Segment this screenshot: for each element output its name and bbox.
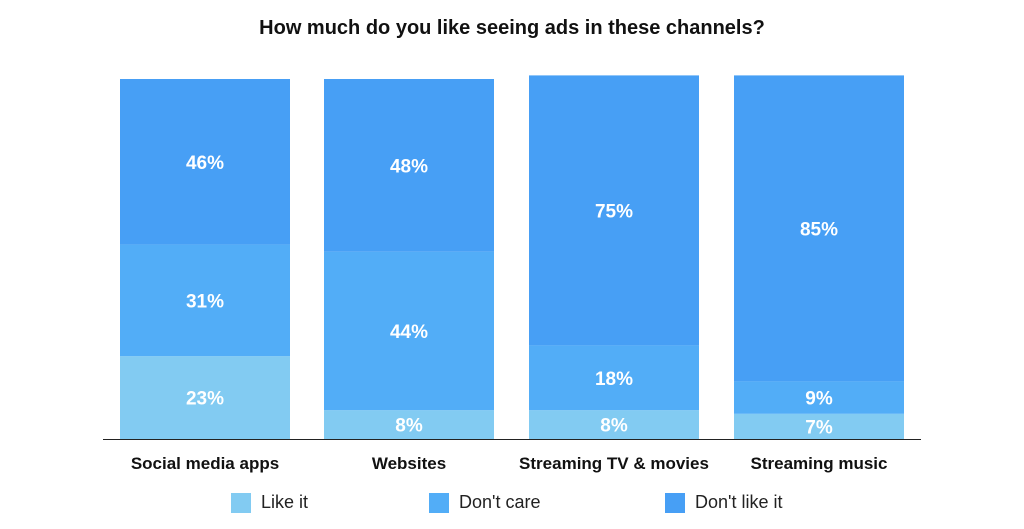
bar-websites-like-it	[324, 410, 494, 439]
bar-social-media-apps-don-t-care	[120, 244, 290, 357]
bar-social-media-apps-don-t-like-it	[120, 79, 290, 245]
legend: Like it Don't care Don't like it	[0, 492, 1024, 522]
stacked-bar-chart: 23% 31% 46% Social media apps 8% 44% 48% Websit…	[103, 75, 921, 473]
bar-streaming-tv-movies-don-t-like-it	[529, 75, 699, 346]
legend-label-dont-care: Don't care	[459, 492, 541, 512]
data-label-websites-like-it: 8%	[395, 416, 423, 437]
legend-item-like-it: Like it	[231, 492, 308, 513]
data-label-streaming-music-don-t-like-it: 85%	[800, 219, 838, 240]
bar-streaming-tv-movies-like-it	[529, 410, 699, 439]
legend-item-dont-care: Don't care	[429, 492, 540, 513]
legend-swatch-dont-care	[429, 492, 449, 513]
category-label-websites: Websites	[372, 454, 446, 473]
data-label-streaming-tv-movies-don-t-care: 18%	[595, 369, 633, 390]
bar-streaming-tv-movies-don-t-care	[529, 345, 699, 411]
data-label-social-media-apps-like-it: 23%	[186, 389, 224, 410]
bar-streaming-music-don-t-like-it	[734, 75, 904, 382]
bar-streaming-music-like-it	[734, 413, 904, 439]
data-label-streaming-music-don-t-care: 9%	[805, 389, 833, 410]
category-label-social-media-apps: Social media apps	[131, 454, 279, 473]
data-label-streaming-tv-movies-like-it: 8%	[600, 416, 628, 437]
bar-social-media-apps-like-it	[120, 356, 290, 439]
bar-streaming-music-don-t-care	[734, 381, 904, 414]
legend-label-dont-like-it: Don't like it	[695, 492, 783, 512]
data-label-social-media-apps-don-t-care: 31%	[186, 291, 224, 312]
legend-swatch-like-it	[231, 492, 251, 513]
data-label-websites-don-t-care: 44%	[390, 322, 428, 343]
bar-websites-don-t-care	[324, 251, 494, 411]
data-label-streaming-tv-movies-don-t-like-it: 75%	[595, 201, 633, 222]
data-label-streaming-music-like-it: 7%	[805, 417, 833, 438]
legend-item-dont-like-it: Don't like it	[665, 492, 782, 513]
data-label-websites-don-t-like-it: 48%	[390, 156, 428, 177]
bar-websites-don-t-like-it	[324, 79, 494, 252]
data-label-social-media-apps-don-t-like-it: 46%	[186, 153, 224, 174]
chart-title: How much do you like seeing ads in these…	[259, 17, 765, 39]
legend-label-like-it: Like it	[261, 492, 309, 512]
legend-swatch-dont-like-it	[665, 492, 685, 513]
category-label-streaming-tv-movies: Streaming TV & movies	[519, 454, 709, 473]
category-label-streaming-music: Streaming music	[751, 454, 888, 473]
